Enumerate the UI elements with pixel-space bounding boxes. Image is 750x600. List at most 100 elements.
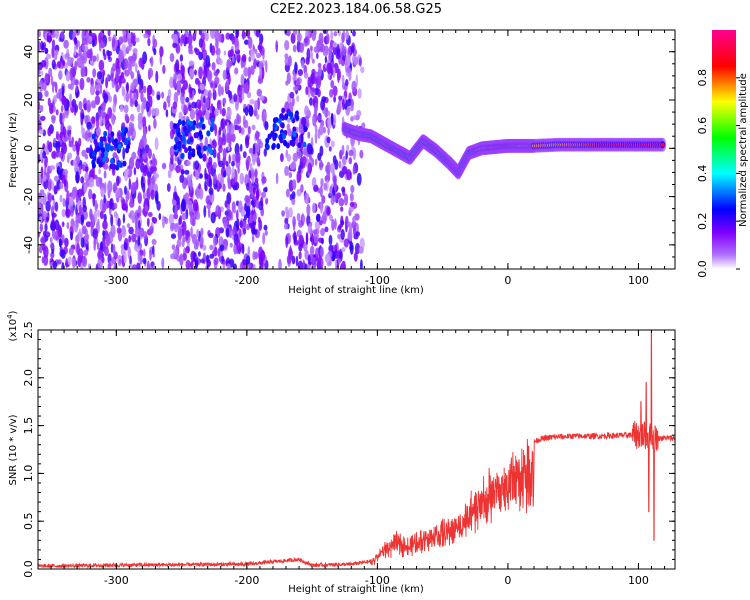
noise-blob xyxy=(152,245,155,255)
noise-blob xyxy=(137,149,141,157)
noise-blob xyxy=(215,205,221,216)
noise-blob xyxy=(61,221,65,227)
noise-blob xyxy=(259,95,265,102)
noise-blob xyxy=(79,77,85,91)
noise-blob xyxy=(285,188,290,198)
noise-blob xyxy=(261,66,265,80)
noise-blob xyxy=(301,155,307,166)
noise-blob xyxy=(357,88,362,99)
noise-blob xyxy=(121,85,125,97)
noise-blob xyxy=(121,77,126,84)
noise-blob xyxy=(146,260,150,269)
noise-blob xyxy=(89,48,93,61)
noise-blob xyxy=(290,32,296,44)
noise-blob xyxy=(47,192,53,203)
noise-blob xyxy=(67,152,73,160)
noise-blob xyxy=(52,260,57,269)
noise-blob xyxy=(207,207,211,219)
noise-blob xyxy=(332,252,336,262)
noise-blob xyxy=(244,106,249,116)
noise-blob xyxy=(321,96,327,103)
noise-blob xyxy=(302,215,306,223)
noise-blob xyxy=(292,30,298,36)
noise-blob xyxy=(49,178,52,190)
noise-blob xyxy=(234,67,239,75)
noise-blob xyxy=(200,227,204,236)
noise-blob xyxy=(321,195,326,204)
noise-blob xyxy=(38,119,42,131)
noise-blob xyxy=(155,70,159,84)
cluster-blob xyxy=(125,147,129,154)
noise-blob xyxy=(107,262,112,269)
noise-blob xyxy=(223,127,227,134)
cluster-blob xyxy=(210,117,215,124)
heatmap-y-tick-label: 40 xyxy=(22,45,35,59)
cluster-blob xyxy=(120,131,125,138)
heatmap-x-tick-label: -100 xyxy=(365,274,390,287)
noise-blob xyxy=(296,212,301,222)
cluster-blob xyxy=(191,124,196,131)
noise-blob xyxy=(92,68,97,78)
noise-blob xyxy=(176,73,183,81)
noise-blob xyxy=(345,67,352,74)
noise-blob xyxy=(251,176,255,184)
noise-blob xyxy=(78,228,82,241)
noise-blob xyxy=(214,76,220,85)
noise-blob xyxy=(226,79,229,88)
noise-blob xyxy=(38,129,44,135)
noise-blob xyxy=(189,108,196,120)
noise-blob xyxy=(296,95,300,103)
cluster-blob xyxy=(117,143,122,150)
noise-blob xyxy=(137,121,143,131)
cluster-blob xyxy=(115,164,120,171)
noise-blob xyxy=(234,124,240,131)
noise-blob xyxy=(80,237,85,248)
noise-blob xyxy=(77,188,83,198)
noise-blob xyxy=(293,179,297,191)
noise-blob xyxy=(92,228,99,240)
noise-blob xyxy=(96,242,100,251)
noise-blob xyxy=(172,199,177,206)
noise-blob xyxy=(304,105,309,116)
noise-blob xyxy=(110,214,114,227)
noise-blob xyxy=(296,170,300,184)
noise-blob xyxy=(56,165,61,175)
noise-blob xyxy=(350,116,354,122)
noise-blob xyxy=(128,235,132,243)
noise-blob xyxy=(147,211,153,218)
noise-blob xyxy=(96,53,99,63)
noise-blob xyxy=(220,255,225,263)
noise-blob xyxy=(334,218,337,230)
noise-blob xyxy=(74,104,79,113)
noise-blob xyxy=(135,63,138,73)
cluster-blob xyxy=(206,130,211,137)
noise-blob xyxy=(230,133,236,143)
noise-blob xyxy=(134,37,140,43)
noise-blob xyxy=(184,169,190,175)
noise-blob xyxy=(147,148,152,159)
noise-blob xyxy=(129,198,134,208)
noise-blob xyxy=(80,176,85,184)
noise-blob xyxy=(231,166,235,179)
noise-blob xyxy=(337,258,342,264)
noise-blob xyxy=(309,245,315,256)
noise-blob xyxy=(275,172,279,185)
cluster-blob xyxy=(180,153,185,160)
noise-blob xyxy=(317,128,321,139)
noise-blob xyxy=(99,116,103,127)
noise-blob xyxy=(243,67,249,77)
noise-blob xyxy=(304,263,308,269)
noise-blob xyxy=(235,100,239,111)
noise-blob xyxy=(289,91,295,99)
noise-blob xyxy=(53,137,57,144)
cluster-blob xyxy=(102,135,107,142)
noise-blob xyxy=(263,187,268,193)
noise-blob xyxy=(258,40,263,53)
noise-blob xyxy=(235,30,240,39)
noise-blob xyxy=(326,206,331,216)
noise-blob xyxy=(349,192,354,202)
noise-blob xyxy=(245,138,250,149)
noise-blob xyxy=(143,125,147,139)
noise-blob xyxy=(41,256,44,264)
cluster-blob xyxy=(103,151,108,158)
